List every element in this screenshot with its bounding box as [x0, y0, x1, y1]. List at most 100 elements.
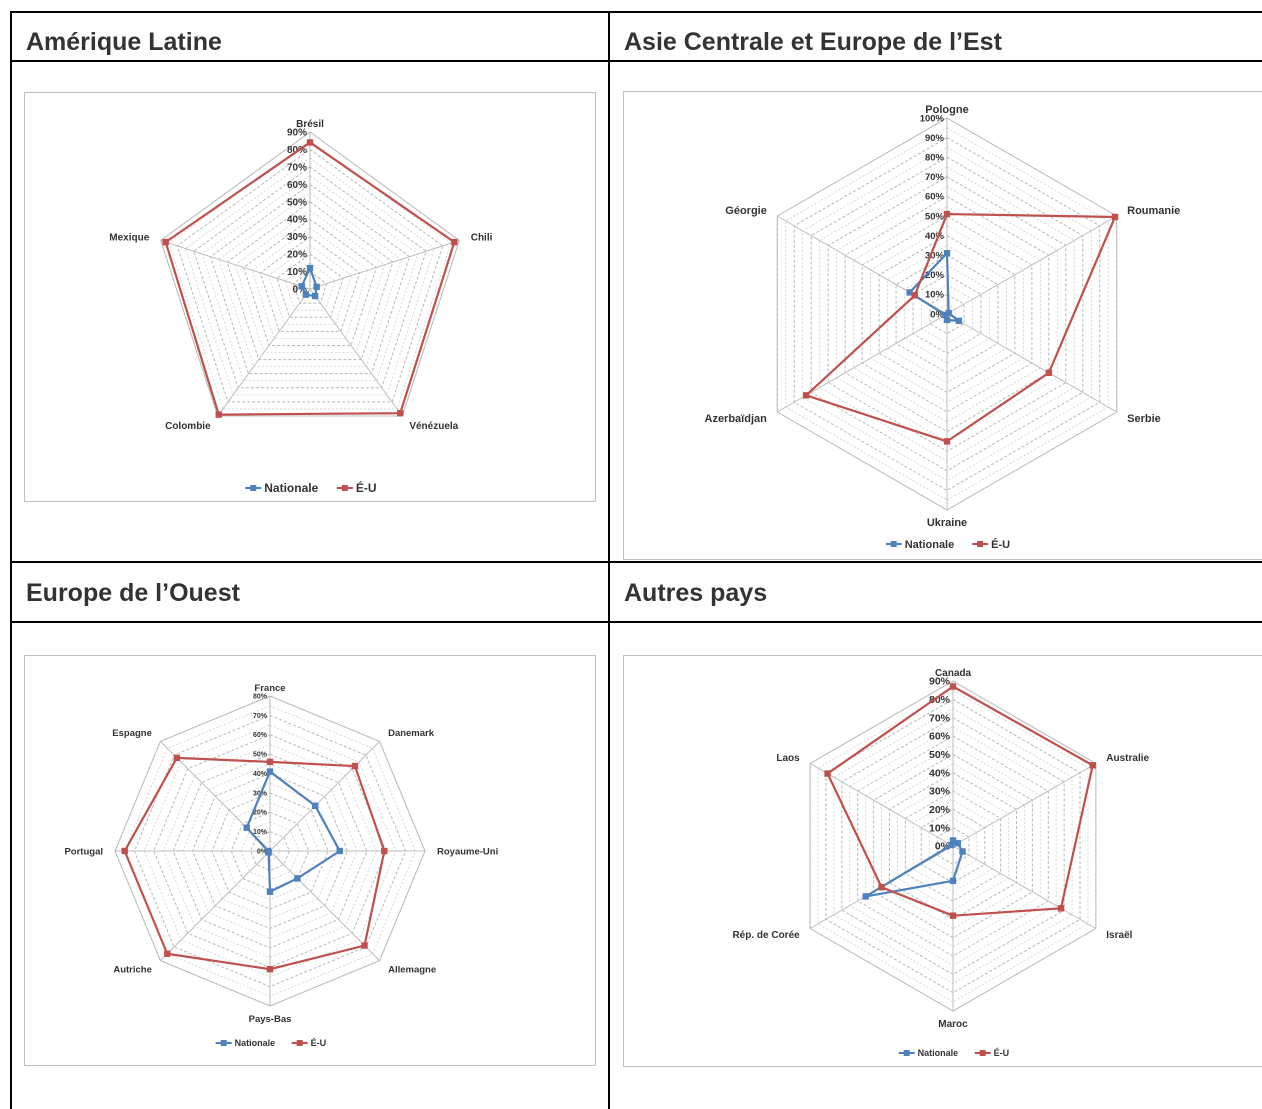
- category-label-bresil: Brésil: [296, 119, 324, 130]
- row-divider: [10, 561, 1262, 563]
- data-point-nationale-israel: [959, 848, 966, 855]
- data-point-e-u-bresil: [306, 139, 314, 146]
- category-label-portugal: Portugal: [64, 846, 103, 857]
- gridline: [243, 218, 377, 346]
- tick-label: 40%: [929, 767, 951, 779]
- gridline: [276, 253, 344, 318]
- spoke-laos: [809, 763, 954, 847]
- category-label-mexique: Mexique: [109, 232, 149, 243]
- column-divider: [608, 11, 610, 1109]
- tick-label: 80%: [925, 153, 945, 164]
- legend-label-e-u: É-U: [356, 480, 377, 495]
- data-point-nationale-chili: [313, 283, 320, 291]
- table-left-border: [10, 11, 12, 1109]
- tick-label: 40%: [925, 231, 945, 242]
- tick-label: 50%: [287, 197, 307, 208]
- spoke-chili: [309, 240, 460, 290]
- category-label-colombie: Colombie: [165, 421, 211, 432]
- legend-marker-nationale: [220, 1040, 227, 1046]
- data-point-nationale-rep-de-coree: [862, 893, 869, 900]
- spoke-colombie: [217, 288, 311, 417]
- data-point-nationale-roumanie: [945, 309, 952, 317]
- gridline: [218, 192, 402, 368]
- data-point-e-u-mexique: [162, 238, 169, 246]
- gridline: [292, 270, 328, 304]
- data-point-e-u-rep-de-coree: [878, 884, 885, 891]
- category-label-rep-de-coree: Rép. de Corée: [732, 930, 800, 941]
- tick-label: 10%: [929, 822, 951, 834]
- radar-chart-central-asia-eastern-europe: 0% 10% 20% 30% 40% 50% 60% 70% 80% 90% 100%Pologne…: [705, 104, 1181, 551]
- tick-label: 50%: [929, 749, 951, 761]
- data-point-e-u-chili: [451, 238, 458, 246]
- gridline: [268, 244, 352, 325]
- data-point-e-u-royaume-uni: [381, 847, 388, 855]
- gridline: [230, 811, 310, 891]
- data-point-nationale-azerbaidjan: [942, 311, 949, 319]
- series-line-e-u: [805, 212, 1117, 443]
- data-point-nationale-pologne: [943, 250, 951, 257]
- tick-label: 50%: [253, 752, 268, 759]
- legend-marker-nationale: [890, 541, 897, 547]
- data-point-e-u-serbie: [1045, 369, 1053, 376]
- tick-label: 0%: [257, 848, 268, 855]
- spoke-roumanie: [946, 215, 1117, 315]
- category-label-azerbaidjan: Azerbaïdjan: [705, 413, 768, 425]
- gridline: [182, 763, 358, 939]
- gridline: [185, 157, 435, 396]
- tick-label: 0%: [930, 309, 944, 320]
- panel-title-other-countries: Autres pays: [624, 579, 768, 607]
- tick-label: 60%: [287, 180, 307, 191]
- panel-title-western-europe: Europe de l’Ouest: [26, 579, 240, 607]
- gridline: [201, 175, 419, 382]
- category-label-venezuela: Vénézuela: [409, 421, 458, 432]
- table-top-border: [10, 11, 1262, 13]
- data-point-nationale-maroc: [949, 877, 957, 885]
- data-point-e-u-portugal: [121, 847, 128, 855]
- data-point-e-u-azerbaidjan: [802, 392, 810, 399]
- spoke-danemark: [269, 741, 380, 852]
- tick-label: 0%: [293, 285, 308, 296]
- category-label-allemagne: Allemagne: [388, 964, 436, 975]
- data-point-e-u-france: [266, 758, 274, 766]
- category-label-australie: Australie: [1106, 753, 1149, 764]
- data-point-e-u-canada: [949, 683, 957, 690]
- category-label-autriche: Autriche: [113, 964, 152, 975]
- data-point-nationale-australie: [954, 840, 961, 847]
- category-label-danemark: Danemark: [388, 728, 435, 739]
- category-label-pologne: Pologne: [925, 104, 968, 116]
- tick-label: 90%: [929, 676, 951, 688]
- data-point-e-u-colombie: [215, 411, 222, 418]
- tick-label: 70%: [925, 172, 945, 183]
- data-point-nationale-laos: [948, 841, 955, 849]
- tick-label: 20%: [925, 270, 945, 281]
- gridline: [259, 236, 361, 332]
- category-label-chili: Chili: [471, 232, 493, 243]
- spoke-serbie: [946, 313, 1117, 413]
- data-point-e-u-laos: [824, 770, 831, 777]
- tick-label: 20%: [253, 810, 268, 817]
- spoke-israel: [952, 845, 1097, 929]
- data-point-nationale-georgie: [906, 289, 913, 296]
- data-point-e-u-autriche: [164, 950, 171, 957]
- tick-label: 100%: [920, 113, 945, 124]
- data-point-e-u-pays-bas: [266, 965, 274, 973]
- chart-latin-america: 0% 10% 20% 30% 40% 50% 60% 70% 80% 90% Brésil Chili…: [24, 92, 596, 502]
- tick-label: 80%: [929, 694, 951, 706]
- legend-marker-nationale: [250, 485, 257, 491]
- gridline: [163, 744, 377, 958]
- legend-marker-e-u: [296, 1040, 303, 1046]
- chart-western-europe: 0% 10% 20% 30% 40% 50% 60% 70% 80% France Danemark…: [24, 655, 596, 1066]
- legend-marker-e-u: [977, 541, 984, 547]
- category-label-roumanie: Roumanie: [1127, 205, 1180, 217]
- gridline: [234, 210, 386, 353]
- gridline: [176, 148, 444, 403]
- legend-marker-e-u: [979, 1050, 986, 1056]
- tick-label: 10%: [925, 290, 945, 301]
- data-point-e-u-israel: [1057, 905, 1065, 912]
- data-point-nationale-royaume-uni: [336, 847, 343, 855]
- category-label-ukraine: Ukraine: [927, 517, 967, 529]
- tick-label: 0%: [935, 841, 951, 853]
- tick-label: 30%: [287, 232, 307, 243]
- category-label-georgie: Géorgie: [725, 205, 767, 217]
- radar-chart-latin-america: 0%10%20%30%40%50%60%70%80%90%BrésilChili…: [109, 119, 493, 495]
